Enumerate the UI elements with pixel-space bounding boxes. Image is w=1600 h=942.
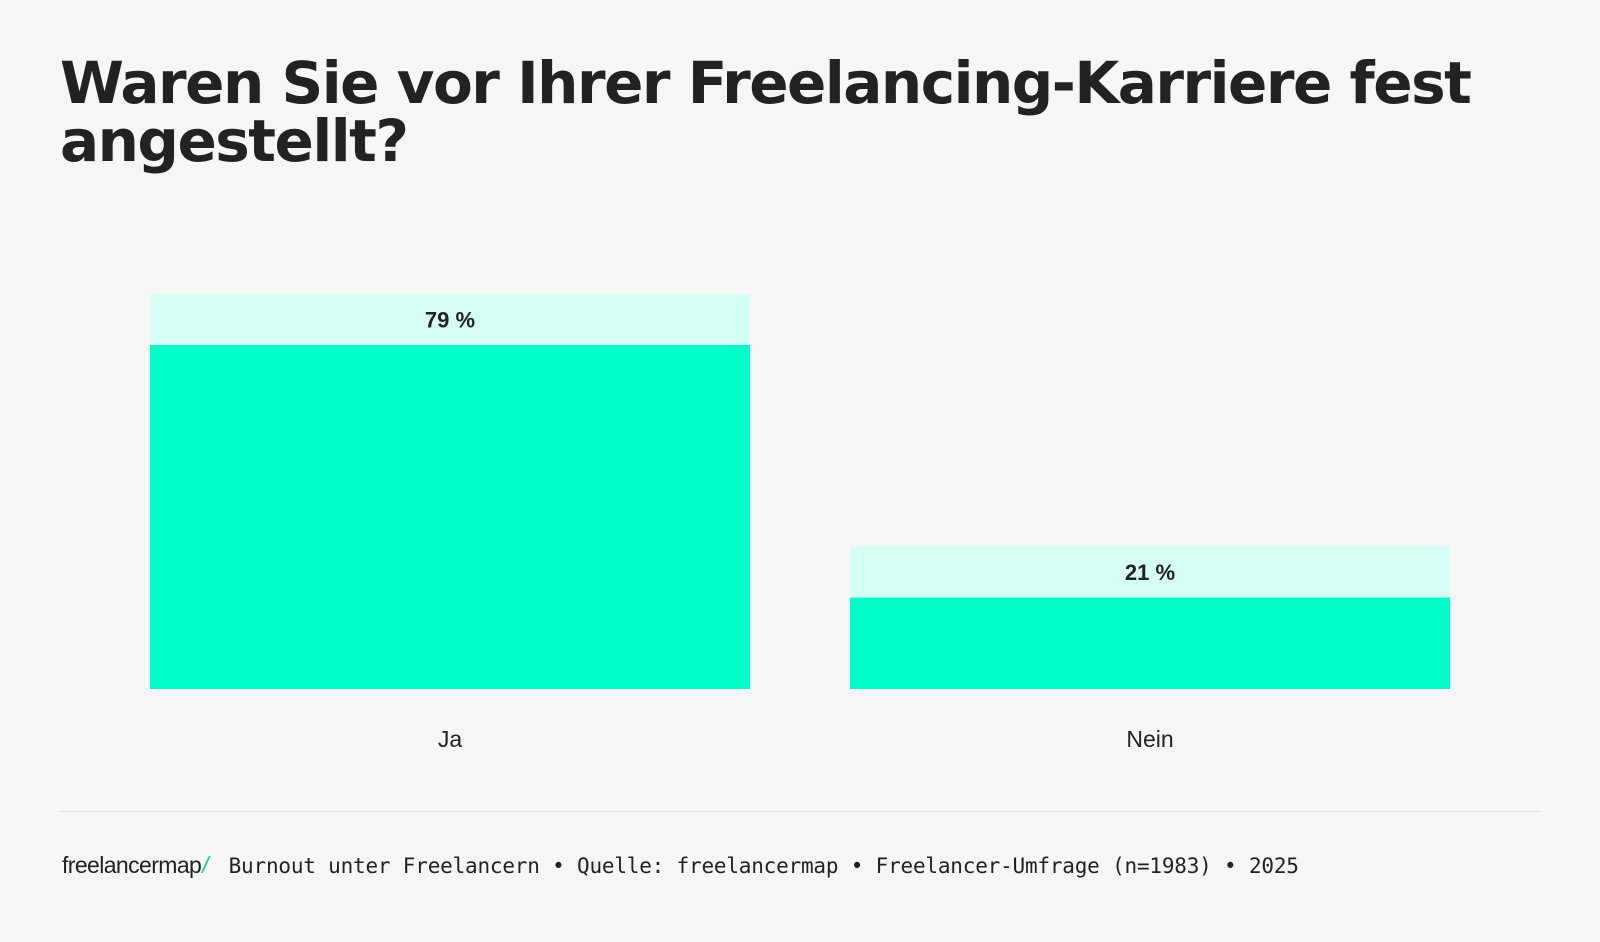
category-label-nein: Nein (1126, 726, 1173, 752)
bar-label-box-nein (850, 546, 1450, 598)
footer-divider (60, 811, 1540, 812)
source-note: Burnout unter Freelancern • Quelle: free… (228, 854, 1299, 878)
footer: freelancermap / Burnout unter Freelancer… (62, 852, 1299, 879)
logo-slash-icon: / (202, 852, 209, 878)
freelancermap-logo: freelancermap (62, 852, 202, 878)
bar-label-box-ja (150, 294, 750, 345)
bar-nein (850, 597, 1450, 689)
bar-value-label-ja: 79 % (425, 308, 475, 333)
bar-ja (150, 345, 750, 689)
bar-value-label-nein: 21 % (1125, 560, 1175, 585)
category-label-ja: Ja (438, 726, 463, 752)
chart-title: Waren Sie vor Ihrer Freelancing-Karriere… (60, 49, 1472, 175)
